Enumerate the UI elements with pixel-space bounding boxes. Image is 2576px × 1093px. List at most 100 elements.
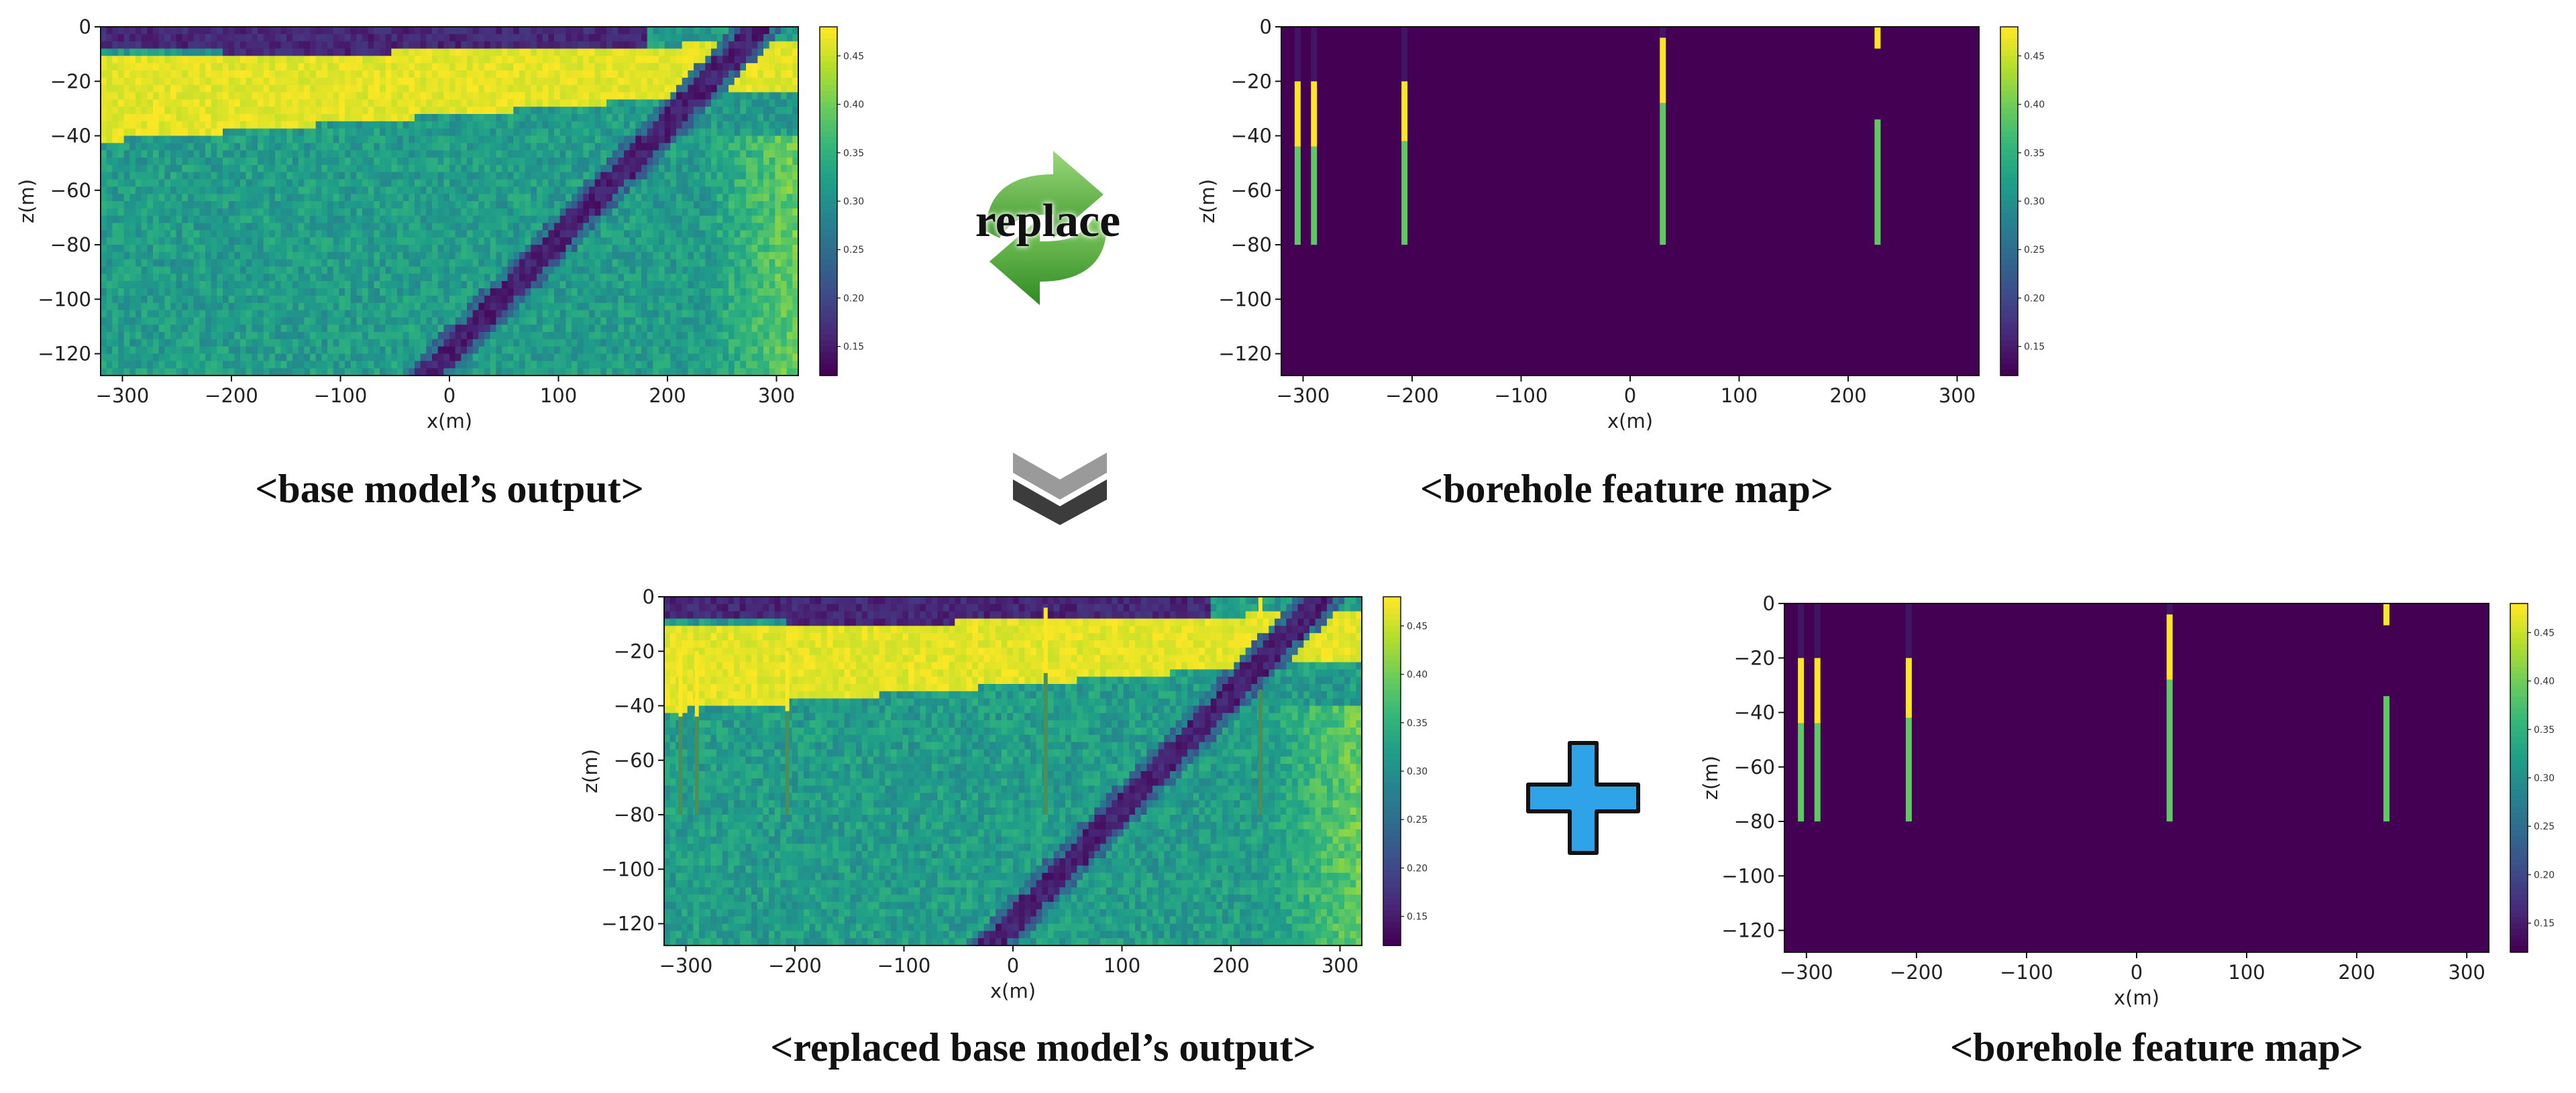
heatmap-cell xyxy=(711,223,718,231)
heatmap-cell xyxy=(129,281,136,289)
heatmap-cell xyxy=(531,259,537,268)
heatmap-cell xyxy=(356,107,363,115)
heatmap-cell xyxy=(112,325,119,333)
heatmap-cell xyxy=(101,237,107,245)
heatmap-cell xyxy=(409,302,415,311)
heatmap-cell xyxy=(415,274,421,282)
heatmap-cell xyxy=(374,251,380,260)
heatmap-cell xyxy=(391,230,398,238)
heatmap-cell xyxy=(368,56,374,64)
heatmap-cell xyxy=(531,310,537,318)
heatmap-cell xyxy=(182,201,189,209)
heatmap-cell xyxy=(176,302,182,311)
heatmap-cell xyxy=(158,164,165,173)
heatmap-cell xyxy=(182,281,189,289)
heatmap-cell xyxy=(164,158,171,166)
heatmap-cell xyxy=(275,84,282,93)
heatmap-cell xyxy=(391,63,398,71)
heatmap-cell xyxy=(629,114,636,122)
heatmap-cell xyxy=(775,208,782,217)
heatmap-cell xyxy=(123,107,130,115)
heatmap-cell xyxy=(682,143,688,151)
heatmap-cell xyxy=(350,164,357,173)
heatmap-cell xyxy=(478,70,485,78)
heatmap-cell xyxy=(112,34,119,42)
heatmap-cell xyxy=(682,201,688,209)
heatmap-cell xyxy=(496,230,502,238)
heatmap-cell xyxy=(258,172,264,180)
heatmap-cell xyxy=(350,310,357,318)
heatmap-cell xyxy=(286,48,293,56)
heatmap-cell xyxy=(647,48,653,56)
heatmap-cell xyxy=(147,274,154,282)
heatmap-cell xyxy=(101,302,107,311)
heatmap-cell xyxy=(141,150,148,158)
heatmap-cell xyxy=(136,194,142,202)
heatmap-cell xyxy=(362,150,369,158)
heatmap-cell xyxy=(740,56,747,64)
heatmap-cell xyxy=(240,48,247,56)
heatmap-cell xyxy=(705,194,712,202)
heatmap-cell xyxy=(292,107,299,115)
heatmap-cell xyxy=(118,317,125,325)
heatmap-cell xyxy=(548,77,555,86)
heatmap-cell xyxy=(136,84,142,93)
heatmap-cell xyxy=(525,135,531,143)
heatmap-cell xyxy=(600,164,607,173)
heatmap-cell xyxy=(502,237,508,245)
heatmap-cell xyxy=(426,99,433,107)
heatmap-cell xyxy=(409,230,415,238)
heatmap-cell xyxy=(670,259,677,268)
heatmap-cell xyxy=(659,259,665,268)
heatmap-cell xyxy=(542,274,549,282)
heatmap-cell xyxy=(415,266,421,274)
heatmap-cell xyxy=(437,107,444,115)
heatmap-cell xyxy=(589,201,596,209)
heatmap-cell xyxy=(490,281,496,289)
heatmap-cell xyxy=(315,310,322,318)
heatmap-cell xyxy=(722,295,729,304)
heatmap-cell xyxy=(339,70,345,78)
heatmap-cell xyxy=(123,310,130,318)
heatmap-cell xyxy=(548,288,555,296)
heatmap-cell xyxy=(362,114,369,122)
heatmap-cell xyxy=(153,41,160,50)
heatmap-cell xyxy=(258,274,264,282)
heatmap-cell xyxy=(729,310,735,318)
heatmap-cell xyxy=(705,317,712,325)
heatmap-cell xyxy=(286,201,293,209)
heatmap-cell xyxy=(345,259,352,268)
heatmap-cell xyxy=(129,135,136,143)
heatmap-cell xyxy=(106,317,113,325)
heatmap-cell xyxy=(722,208,729,217)
heatmap-cell xyxy=(670,274,677,282)
heatmap-cell xyxy=(455,41,462,50)
heatmap-cell xyxy=(612,179,619,187)
heatmap-cell xyxy=(188,150,195,158)
heatmap-cell xyxy=(147,27,154,35)
heatmap-cell xyxy=(502,208,508,217)
heatmap-cell xyxy=(362,274,369,282)
heatmap-cell xyxy=(624,128,631,137)
heatmap-cell xyxy=(321,201,328,209)
heatmap-cell xyxy=(751,179,758,187)
heatmap-cell xyxy=(252,107,258,115)
heatmap-cell xyxy=(380,274,386,282)
heatmap-cell xyxy=(164,48,171,56)
heatmap-cell xyxy=(496,201,502,209)
heatmap-cell xyxy=(280,186,287,194)
heatmap-cell xyxy=(531,70,537,78)
heatmap-cell xyxy=(694,99,700,107)
heatmap-cell xyxy=(280,201,287,209)
heatmap-cell xyxy=(409,274,415,282)
heatmap-cell xyxy=(746,135,753,143)
heatmap-cell xyxy=(304,245,311,253)
heatmap-cell xyxy=(280,266,287,274)
heatmap-cell xyxy=(437,77,444,86)
heatmap-cell xyxy=(298,302,305,311)
heatmap-cell xyxy=(286,295,293,304)
heatmap-cell xyxy=(647,27,653,35)
heatmap-cell xyxy=(385,70,392,78)
heatmap-cell xyxy=(647,317,653,325)
heatmap-cell xyxy=(101,114,107,122)
